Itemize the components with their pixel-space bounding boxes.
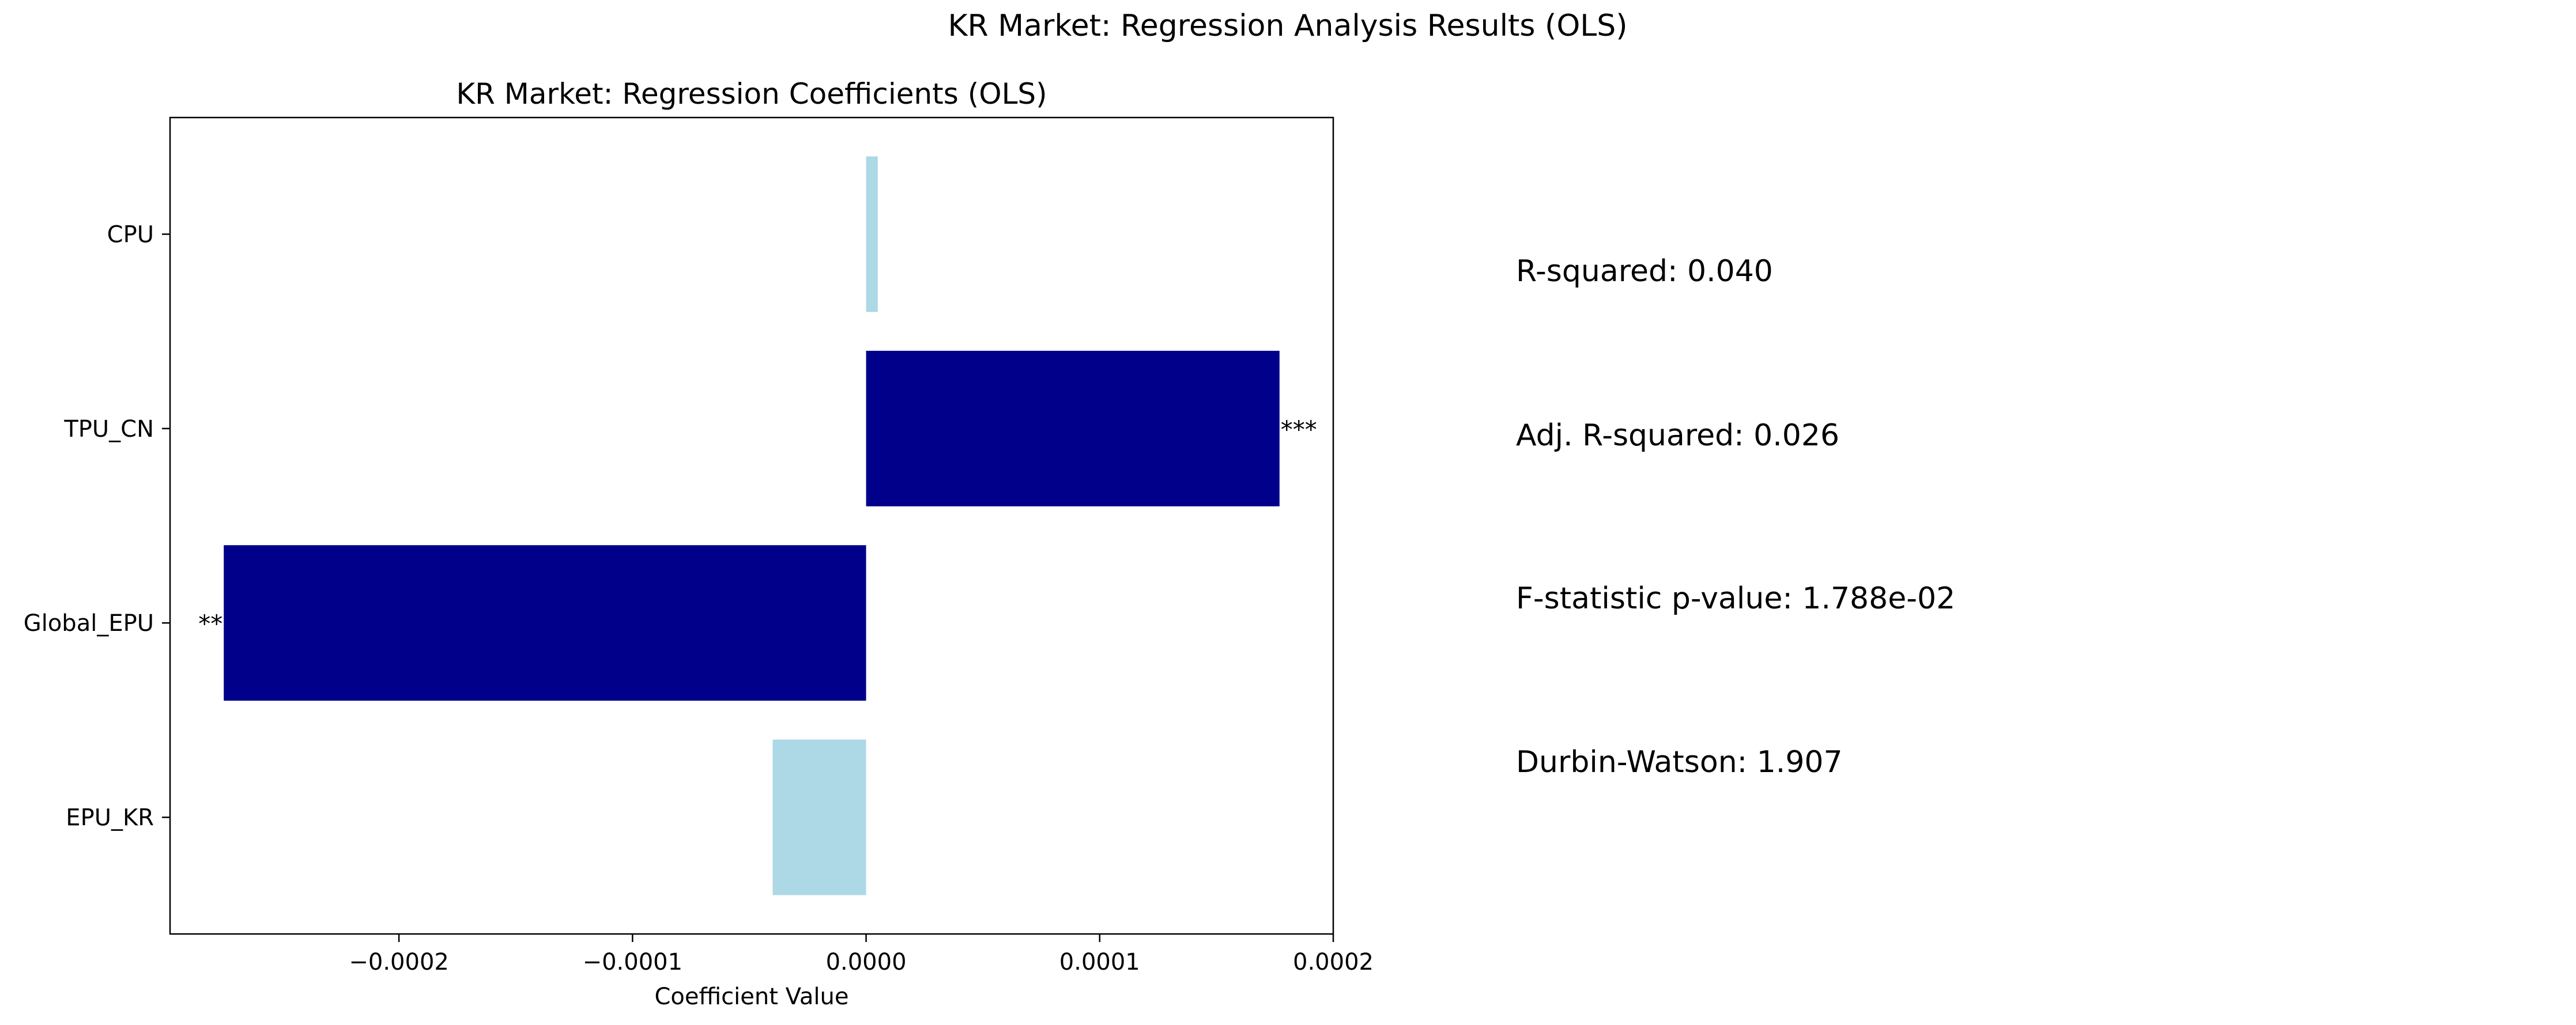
- bar-epu-kr: [772, 739, 866, 895]
- x-tick-label: 0.0001: [1059, 949, 1140, 975]
- y-tick-label: Global_EPU: [24, 610, 154, 637]
- x-tick-label: −0.0002: [349, 949, 448, 975]
- stat-f-pvalue: F-statistic p-value: 1.788e-02: [1516, 581, 1956, 616]
- coefficient-bar-chart: KR Market: Regression Coefficients (OLS)…: [24, 77, 1374, 1010]
- x-tick-label: 0.0000: [826, 949, 907, 975]
- stat-adj-r-squared: Adj. R-squared: 0.026: [1516, 418, 1840, 453]
- figure-suptitle: KR Market: Regression Analysis Results (…: [948, 9, 1627, 43]
- bar-tpu-cn: [866, 350, 1280, 506]
- x-tick-label: −0.0001: [583, 949, 682, 975]
- significance-label: **: [198, 610, 222, 638]
- stat-r-squared: R-squared: 0.040: [1516, 254, 1773, 289]
- plot-frame: [169, 116, 1334, 935]
- y-tick-label: CPU: [107, 221, 154, 248]
- y-tick-label: EPU_KR: [66, 805, 154, 831]
- stat-durbin-watson: Durbin-Watson: 1.907: [1516, 745, 1843, 780]
- x-tick-label: 0.0002: [1293, 949, 1374, 975]
- bar-cpu: [866, 156, 878, 312]
- x-axis-label: Coefficient Value: [655, 984, 849, 1010]
- y-tick-label: TPU_CN: [63, 416, 154, 442]
- bar-global-epu: [224, 545, 866, 701]
- chart-title: KR Market: Regression Coefficients (OLS): [456, 77, 1047, 111]
- significance-label: ***: [1281, 415, 1317, 444]
